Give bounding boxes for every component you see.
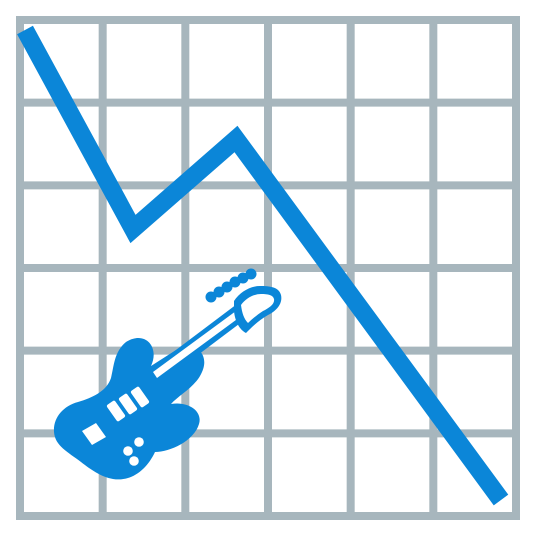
tuning-pegs — [205, 268, 257, 303]
guitar-pickup — [106, 400, 126, 422]
guitar-neck-inner — [153, 311, 240, 378]
electric-guitar-icon — [53, 268, 282, 480]
tuning-peg — [213, 286, 225, 298]
guitar-knob — [129, 456, 139, 466]
guitar-headstock-inner — [241, 294, 275, 323]
tuning-peg — [245, 268, 257, 280]
tuning-peg — [221, 281, 233, 293]
tuning-peg — [205, 291, 217, 303]
guitar-knobs — [123, 437, 144, 466]
declining-trend-line-icon — [17, 25, 509, 506]
guitar-knob — [123, 446, 133, 456]
guitar-knob — [134, 437, 144, 447]
guitar-pickguard-cutout — [82, 423, 106, 445]
guitar-pickup — [118, 393, 138, 415]
guitar-pickup — [130, 386, 150, 408]
guitar-pickups — [106, 386, 150, 422]
